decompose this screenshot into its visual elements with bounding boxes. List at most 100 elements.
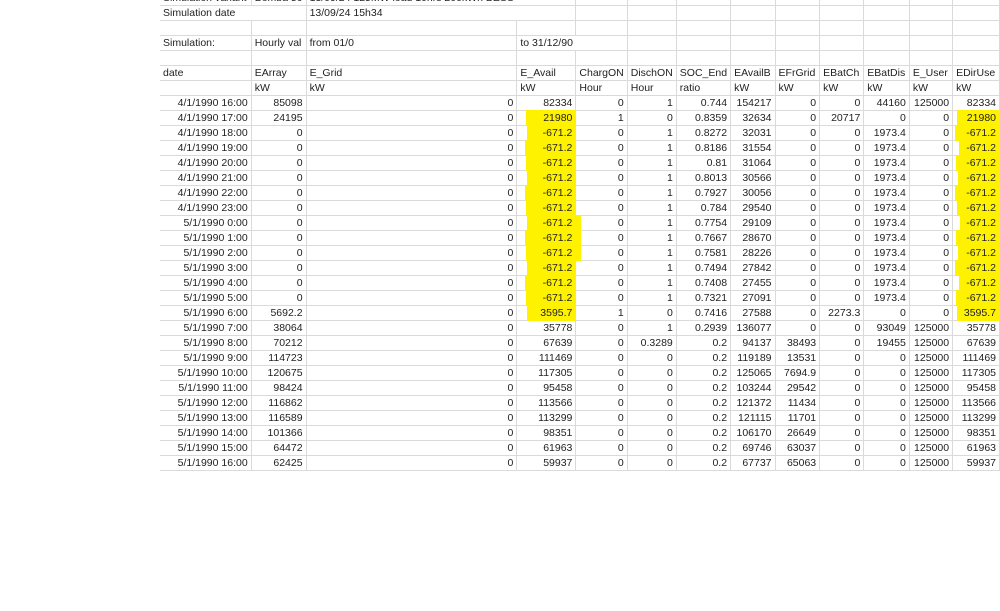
value-cell-soc_end[interactable]: 0.7494 xyxy=(676,260,732,276)
column-header[interactable]: EBatCh xyxy=(819,65,865,81)
spreadsheet-grid[interactable]: Simulation variantBomba 5013/09/24 125MW… xyxy=(160,0,1000,471)
date-cell[interactable]: 5/1/1990 0:00 xyxy=(160,215,252,231)
empty-cell[interactable] xyxy=(775,35,821,51)
value-cell-ediruse[interactable]: 61963 xyxy=(952,440,1000,456)
value-cell-soc_end[interactable]: 0.81 xyxy=(676,155,732,171)
value-cell-ebatch[interactable]: 0 xyxy=(819,230,865,246)
value-cell-e_grid[interactable]: 0 xyxy=(306,170,518,186)
value-cell-soc_end[interactable]: 0.2 xyxy=(676,410,732,426)
value-cell-ebatdis[interactable]: 0 xyxy=(863,440,910,456)
meta-cell[interactable]: to 31/12/90 xyxy=(516,35,576,51)
value-cell-earray[interactable]: 62425 xyxy=(251,455,307,471)
value-cell-ebatdis[interactable]: 0 xyxy=(863,395,910,411)
value-cell-eavailb[interactable]: 27842 xyxy=(730,260,776,276)
value-cell-soc_end[interactable]: 0.2939 xyxy=(676,320,732,336)
empty-cell[interactable] xyxy=(863,35,910,51)
value-cell-soc_end[interactable]: 0.784 xyxy=(676,200,732,216)
date-cell[interactable]: 5/1/1990 6:00 xyxy=(160,305,252,321)
value-cell-ediruse[interactable]: -671.2 xyxy=(952,230,1000,246)
value-cell-ebatdis[interactable]: 93049 xyxy=(863,320,910,336)
value-cell-e_grid[interactable]: 0 xyxy=(306,320,518,336)
empty-cell[interactable] xyxy=(676,35,732,51)
value-cell-efrgrid[interactable]: 0 xyxy=(775,95,821,111)
value-cell-eavailb[interactable]: 121372 xyxy=(730,395,776,411)
empty-cell[interactable] xyxy=(775,0,821,6)
empty-cell[interactable] xyxy=(952,20,1000,36)
empty-cell[interactable] xyxy=(863,20,910,36)
value-cell-soc_end[interactable]: 0.7667 xyxy=(676,230,732,246)
empty-cell[interactable] xyxy=(676,5,732,21)
value-cell-dischon[interactable]: 1 xyxy=(627,320,677,336)
empty-cell[interactable] xyxy=(627,50,677,66)
value-cell-e_avail[interactable]: 82334 xyxy=(516,95,577,111)
value-cell-e_avail[interactable]: -671.2 xyxy=(516,170,577,186)
value-cell-earray[interactable]: 116862 xyxy=(251,395,307,411)
value-cell-ebatdis[interactable]: 0 xyxy=(863,410,910,426)
value-cell-ediruse[interactable]: 111469 xyxy=(952,350,1000,366)
value-cell-chargon[interactable]: 0 xyxy=(575,200,628,216)
value-cell-e_avail[interactable]: 98351 xyxy=(516,425,577,441)
value-cell-ebatch[interactable]: 20717 xyxy=(819,110,865,126)
value-cell-eavailb[interactable]: 69746 xyxy=(730,440,776,456)
value-cell-e_user[interactable]: 125000 xyxy=(909,410,954,426)
value-cell-e_avail[interactable]: 117305 xyxy=(516,365,577,381)
value-cell-soc_end[interactable]: 0.7927 xyxy=(676,185,732,201)
empty-cell[interactable] xyxy=(251,5,307,21)
value-cell-e_user[interactable]: 125000 xyxy=(909,335,954,351)
empty-cell[interactable] xyxy=(775,5,821,21)
date-cell[interactable]: 4/1/1990 17:00 xyxy=(160,110,252,126)
value-cell-ediruse[interactable]: 59937 xyxy=(952,455,1000,471)
value-cell-e_user[interactable]: 125000 xyxy=(909,380,954,396)
value-cell-dischon[interactable]: 1 xyxy=(627,230,677,246)
value-cell-dischon[interactable]: 0 xyxy=(627,440,677,456)
date-cell[interactable]: 5/1/1990 11:00 xyxy=(160,380,252,396)
value-cell-ebatch[interactable]: 0 xyxy=(819,455,865,471)
empty-cell[interactable] xyxy=(909,50,954,66)
value-cell-dischon[interactable]: 1 xyxy=(627,125,677,141)
value-cell-chargon[interactable]: 0 xyxy=(575,395,628,411)
unit-cell[interactable]: kW xyxy=(863,80,910,96)
value-cell-dischon[interactable]: 0 xyxy=(627,380,677,396)
value-cell-e_user[interactable]: 125000 xyxy=(909,95,954,111)
value-cell-soc_end[interactable]: 0.2 xyxy=(676,335,732,351)
unit-cell[interactable]: kW xyxy=(909,80,954,96)
unit-cell[interactable]: kW xyxy=(516,80,577,96)
value-cell-eavailb[interactable]: 32634 xyxy=(730,110,776,126)
empty-cell[interactable] xyxy=(575,20,628,36)
empty-cell[interactable] xyxy=(909,35,954,51)
value-cell-ebatdis[interactable]: 1973.4 xyxy=(863,125,910,141)
date-cell[interactable]: 5/1/1990 4:00 xyxy=(160,275,252,291)
empty-cell[interactable] xyxy=(952,0,1000,6)
value-cell-ebatch[interactable]: 0 xyxy=(819,335,865,351)
value-cell-chargon[interactable]: 0 xyxy=(575,245,628,261)
value-cell-e_avail[interactable]: -671.2 xyxy=(516,290,577,306)
value-cell-earray[interactable]: 0 xyxy=(251,125,307,141)
date-cell[interactable]: 5/1/1990 5:00 xyxy=(160,290,252,306)
value-cell-ediruse[interactable]: -671.2 xyxy=(952,245,1000,261)
value-cell-e_avail[interactable]: -671.2 xyxy=(516,245,582,261)
value-cell-eavailb[interactable]: 136077 xyxy=(730,320,776,336)
empty-cell[interactable] xyxy=(676,20,732,36)
value-cell-eavailb[interactable]: 29540 xyxy=(730,200,776,216)
value-cell-dischon[interactable]: 0 xyxy=(627,365,677,381)
value-cell-ebatch[interactable]: 0 xyxy=(819,140,865,156)
value-cell-soc_end[interactable]: 0.7408 xyxy=(676,275,732,291)
empty-cell[interactable] xyxy=(819,50,865,66)
value-cell-e_grid[interactable]: 0 xyxy=(306,335,518,351)
value-cell-e_avail[interactable]: -671.2 xyxy=(516,185,577,201)
value-cell-e_grid[interactable]: 0 xyxy=(306,200,518,216)
date-cell[interactable]: 4/1/1990 16:00 xyxy=(160,95,252,111)
unit-cell[interactable]: kW xyxy=(730,80,776,96)
value-cell-efrgrid[interactable]: 38493 xyxy=(775,335,821,351)
value-cell-e_user[interactable]: 0 xyxy=(909,110,954,126)
value-cell-e_grid[interactable]: 0 xyxy=(306,140,518,156)
value-cell-chargon[interactable]: 0 xyxy=(575,155,628,171)
unit-cell[interactable]: Hour xyxy=(627,80,677,96)
empty-cell[interactable] xyxy=(516,20,577,36)
meta-cell[interactable]: 13/09/24 125MW load 10hrs 200kWh BESS xyxy=(306,0,517,6)
value-cell-dischon[interactable]: 0.3289 xyxy=(627,335,677,351)
value-cell-dischon[interactable]: 1 xyxy=(627,140,677,156)
empty-cell[interactable] xyxy=(306,20,518,36)
value-cell-ediruse[interactable]: 113566 xyxy=(952,395,1000,411)
value-cell-chargon[interactable]: 0 xyxy=(575,260,628,276)
